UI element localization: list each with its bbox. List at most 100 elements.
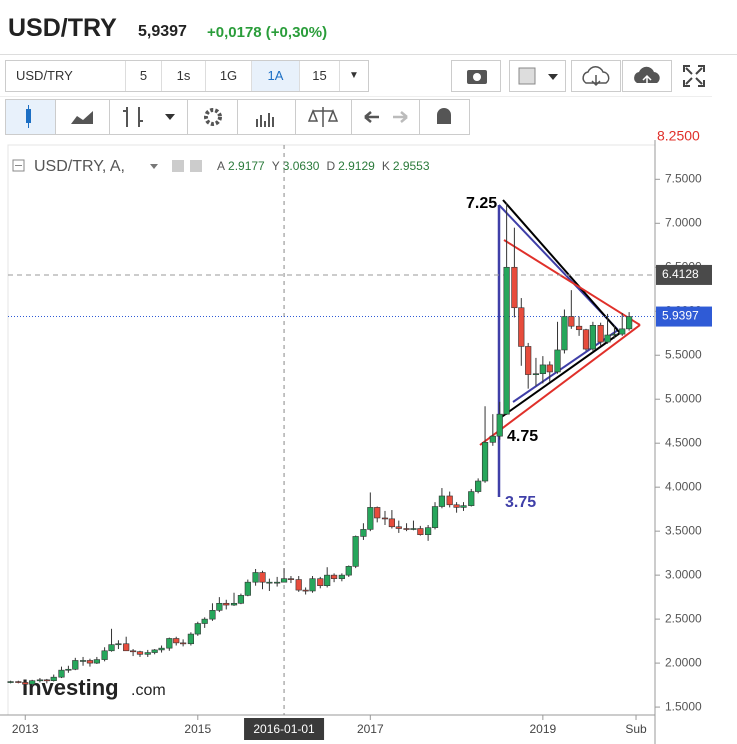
drawing-toolbar — [5, 99, 470, 135]
download-button[interactable] — [571, 60, 621, 92]
y-tick-label: 1.5000 — [665, 699, 702, 713]
crosshair-x-label: 2016-01-01 — [253, 722, 315, 736]
interval-button[interactable]: 1G — [206, 61, 252, 91]
legend-icon[interactable] — [172, 160, 184, 172]
candle-body — [72, 660, 79, 670]
candle-body — [123, 643, 130, 652]
y-tick-label: 2.0000 — [665, 655, 702, 669]
candle-body — [237, 595, 245, 604]
y-tick-label: 7.0000 — [665, 215, 702, 229]
studies-button[interactable] — [237, 99, 296, 135]
candle-body — [295, 579, 302, 591]
candle-body — [360, 529, 367, 537]
legend-value: 3.0630 — [283, 159, 320, 173]
candle-body — [173, 638, 180, 644]
divider — [0, 96, 712, 97]
candle-body — [259, 572, 266, 583]
candle-body — [180, 642, 187, 645]
icon — [204, 108, 222, 126]
candle-body — [216, 602, 223, 611]
candle-body — [115, 643, 122, 646]
upload-button[interactable] — [622, 60, 672, 92]
candle-body — [554, 349, 561, 373]
interval-button[interactable]: 5 — [126, 61, 162, 91]
candle-body — [597, 325, 604, 343]
crosshair-y-label-box — [656, 264, 712, 285]
icon — [393, 111, 408, 123]
icon — [256, 113, 274, 127]
candle-body — [604, 334, 611, 343]
x-tick-label: 2017 — [357, 722, 384, 736]
y-tick-label: 4.5000 — [665, 435, 702, 449]
candle-body — [496, 413, 503, 437]
dropdown-caret[interactable]: ▼ — [349, 70, 359, 81]
y-tick-label: 5.0000 — [665, 391, 702, 405]
candle-body — [252, 572, 259, 583]
candle-body — [481, 442, 489, 482]
symbol-input[interactable]: USD/TRY — [6, 61, 126, 91]
icon — [307, 107, 339, 127]
interval-toolbar: USD/TRY 5 1s 1G 1A 15 ▼ — [5, 60, 369, 92]
y-tick-label: 5.5000 — [665, 347, 702, 361]
interval-button[interactable]: 1s — [162, 61, 206, 91]
candle-body — [187, 633, 194, 645]
candle-body — [129, 650, 137, 653]
candle-body — [611, 333, 618, 336]
y-tick-label: 3.5000 — [665, 523, 702, 537]
color-button[interactable] — [509, 60, 566, 92]
plot-frame — [7, 144, 656, 716]
legend-caret[interactable] — [150, 164, 158, 169]
icon — [71, 111, 93, 124]
icon — [437, 108, 451, 124]
line-type-button[interactable] — [55, 99, 110, 135]
collapse-icon[interactable] — [12, 159, 25, 172]
candle-body — [582, 329, 590, 350]
settings-button[interactable] — [187, 99, 238, 135]
candle-body — [453, 504, 460, 508]
screenshot-button[interactable] — [451, 60, 501, 92]
candle-body — [223, 602, 230, 606]
candle-body — [446, 495, 453, 506]
candle-body — [317, 578, 324, 586]
candle-body — [431, 506, 439, 528]
undo-redo[interactable] — [351, 99, 420, 135]
legend-key: K — [382, 159, 390, 173]
candle-body — [489, 435, 496, 443]
candle-body — [280, 578, 288, 583]
cloud-down-icon — [582, 66, 610, 87]
x-tick-label: 2013 — [12, 722, 39, 736]
top-price-label: 8.2500 — [657, 128, 700, 144]
candle-body — [201, 618, 208, 624]
y-tick-label: 7.5000 — [665, 171, 702, 185]
candle-body — [532, 373, 540, 376]
candle-body — [79, 660, 87, 662]
interval-button[interactable]: 15 — [300, 61, 340, 91]
candle-body — [460, 505, 467, 508]
candle-body — [561, 316, 568, 351]
price: 5,9397 — [138, 23, 187, 40]
candle-body — [244, 581, 251, 596]
candle-body — [58, 669, 65, 678]
drawn-line — [502, 199, 621, 334]
candle-body — [43, 679, 50, 682]
candle-body — [65, 668, 72, 671]
candle-body — [209, 610, 216, 620]
candle-body — [388, 518, 395, 528]
legend-key: Y — [272, 159, 280, 173]
candle-body — [274, 581, 281, 584]
legend-icon[interactable] — [190, 160, 202, 172]
legend-key: D — [326, 159, 335, 173]
divider — [0, 54, 737, 55]
fullscreen-button[interactable] — [678, 60, 710, 92]
last-price-box — [656, 306, 712, 327]
interval-button-active[interactable]: 1A — [252, 61, 300, 91]
legend-value: 2.9553 — [393, 159, 430, 173]
indicator-button[interactable] — [109, 99, 188, 135]
icon — [364, 111, 379, 123]
candle-body — [395, 526, 402, 529]
logo-brand: Investing — [22, 675, 119, 700]
candle-body — [158, 647, 165, 651]
candle-body — [518, 307, 525, 347]
